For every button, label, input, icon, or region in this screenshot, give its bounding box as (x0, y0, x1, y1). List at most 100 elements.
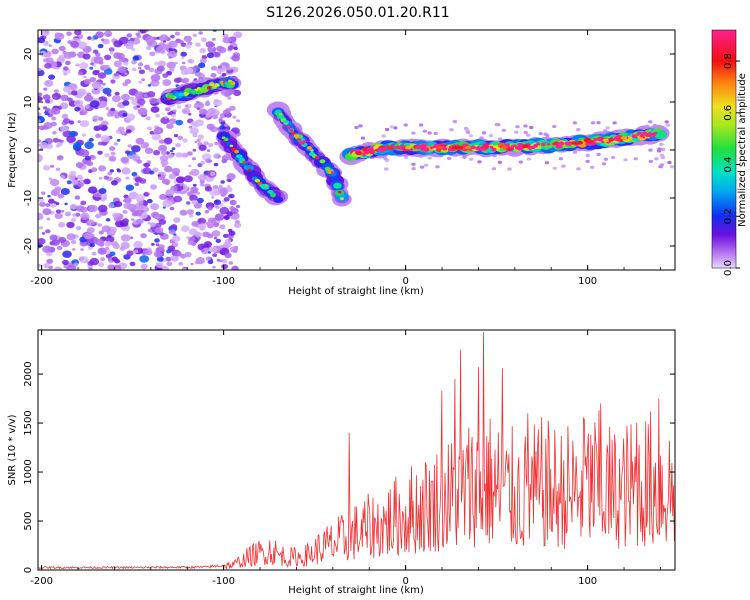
spectrogram-noise-blob (667, 160, 672, 165)
spectrogram-noise-blob (196, 138, 201, 143)
spectrogram-noise-blob (215, 238, 221, 243)
spectrogram-noise-blob (83, 232, 93, 240)
spectrogram-noise-blob (197, 134, 205, 140)
spectrogram-noise-blob (659, 142, 664, 146)
spectrogram-noise-blob (113, 52, 122, 59)
spectrogram-noise-blob (211, 112, 216, 116)
spectrogram-noise-blob (154, 227, 164, 234)
spectrogram-noise-blob (127, 155, 132, 160)
spectrogram-noise-blob (507, 167, 512, 171)
spectrogram-ridge-blob (593, 138, 598, 142)
spectrogram-ridge-blob (293, 134, 300, 138)
spectrogram-noise-blob (182, 61, 186, 65)
spectrogram-noise-blob (169, 206, 175, 211)
spectrogram-noise-blob (659, 163, 665, 167)
spectrogram-noise-blob (174, 31, 180, 36)
spectrogram-noise-blob (186, 201, 191, 205)
spectrogram-noise-blob (219, 124, 226, 131)
spectrogram-noise-blob (159, 34, 169, 42)
spectrogram-ridge-blob (209, 82, 215, 87)
spectrogram-ridge-blob (254, 178, 261, 183)
spectrogram-noise-blob (433, 131, 438, 136)
spectrogram-noise-blob (148, 67, 155, 73)
spectrogram-noise-blob (190, 186, 199, 193)
spectrogram-noise-blob (63, 66, 69, 71)
spectrogram-noise-blob (623, 158, 628, 162)
spectrogram-noise-blob (62, 86, 71, 93)
spectrogram-noise-blob (44, 107, 51, 112)
spectrogram-noise-blob (221, 72, 227, 77)
spectrogram-noise-blob (603, 157, 608, 161)
spectrogram-noise-blob (80, 212, 90, 220)
spectrogram-ridge-blob (491, 147, 497, 152)
spectrogram-noise-blob (98, 61, 104, 65)
spectrogram-noise-blob (165, 256, 172, 262)
spectrogram-noise-blob (194, 231, 202, 238)
spectrogram-noise-blob (38, 125, 43, 130)
snr-x-tick-label: -200 (30, 576, 53, 587)
spectrogram-noise-blob (209, 246, 218, 253)
spectrogram-noise-blob (224, 123, 229, 128)
spectrogram-noise-blob (86, 219, 95, 226)
spectrogram-ridge-blob (307, 146, 312, 150)
spectrogram-noise-blob (104, 153, 110, 158)
spectrogram-noise-blob (172, 109, 177, 113)
spectrogram-hotspot (178, 92, 185, 97)
spectrogram-noise-blob (126, 33, 133, 38)
spectrogram-noise-blob (154, 82, 159, 86)
spectrogram-noise-blob (152, 167, 159, 173)
spectrogram-noise-blob (203, 109, 208, 114)
spectrogram-noise-blob (98, 248, 107, 255)
spectrogram-noise-blob (115, 267, 119, 270)
spectrogram-noise-blob (181, 152, 189, 158)
spectrogram-hotspot (576, 140, 583, 145)
spectrogram-noise-blob (89, 243, 95, 248)
spectrogram-noise-blob (51, 107, 61, 115)
spectrogram-noise-blob (665, 123, 670, 127)
spectrogram-noise-blob (38, 139, 42, 143)
spectrogram-ridge-blob (207, 86, 212, 90)
spectrogram-noise-blob (98, 124, 103, 128)
spectrogram-noise-blob (51, 116, 57, 121)
spectrogram-ridge-blob (401, 145, 405, 148)
spectrogram-noise-blob (107, 171, 113, 176)
spectrogram-noise-blob (220, 121, 226, 125)
spectrogram-noise-blob (169, 149, 174, 153)
spectrogram-noise-blob (136, 159, 142, 164)
spectrogram-noise-blob (150, 222, 157, 228)
spectrogram-noise-blob (74, 177, 78, 180)
spectrogram-noise-blob (68, 120, 75, 125)
spectrogram-noise-blob (384, 167, 389, 171)
spectrogram-ridge-blob (479, 147, 483, 151)
spectrogram-noise-blob (214, 213, 225, 221)
spectrogram-noise-blob (605, 126, 610, 130)
spectrogram-noise-blob (55, 167, 61, 171)
spectrogram-noise-blob (226, 178, 231, 182)
spectrogram-noise-blob (648, 120, 653, 124)
spectrogram-noise-blob (125, 150, 131, 155)
spectrogram-noise-blob (63, 51, 73, 59)
spectrogram-ridge-blob (339, 197, 344, 201)
spectrogram-noise-blob (104, 54, 112, 61)
spectrogram-noise-blob (166, 261, 173, 267)
spectrogram-noise-blob (198, 223, 207, 230)
spectrogram-noise-blob (100, 198, 106, 202)
spectrogram-noise-blob (95, 31, 104, 38)
spectrogram-noise-blob (102, 65, 109, 70)
spectrogram-noise-blob (154, 61, 159, 66)
spectrogram-ridge-blob (513, 144, 517, 147)
spectrogram-noise-blob (44, 99, 51, 104)
spectrogram-noise-blob (171, 147, 176, 151)
spectrogram-noise-blob (77, 88, 87, 97)
spectrogram-ridge-blob (197, 87, 201, 90)
spectrogram-noise-blob (38, 197, 45, 203)
spectrogram-noise-blob (157, 267, 163, 270)
spectrogram-noise-blob (585, 153, 590, 157)
spectrogram-noise-blob (491, 167, 497, 171)
spectrogram-noise-blob (75, 162, 84, 168)
spectrogram-ridge-blob (247, 168, 252, 172)
spectrogram-noise-blob (196, 191, 201, 195)
spectrogram-noise-blob (158, 144, 168, 152)
spectrogram-noise-blob (87, 36, 92, 40)
spectrogram-noise-blob (87, 186, 98, 194)
